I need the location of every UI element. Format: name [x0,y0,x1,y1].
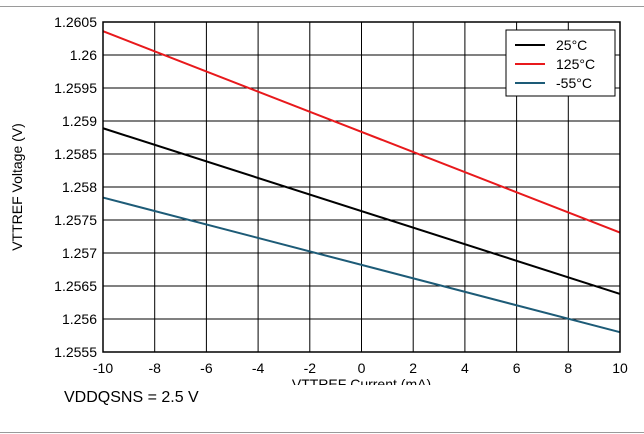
x-tick-label: 8 [564,360,572,376]
x-tick-labels: -10 -8 -6 -4 -2 0 2 4 6 8 10 [93,360,628,376]
x-tick-label: -8 [148,360,161,376]
x-axis-title: VTTREF Current (mA) [292,376,431,385]
y-axis-title: VTTREF Voltage (V) [9,123,25,251]
x-tick-label: -10 [93,360,113,376]
y-tick-label: 1.2605 [54,14,97,30]
x-tick-label: -4 [252,360,265,376]
series-line-0 [102,127,621,295]
y-tick-label: 1.258 [62,179,97,195]
top-rule [0,6,644,7]
condition-caption: VDDQSNS = 2.5 V [64,389,199,406]
x-tick-label: -6 [200,360,213,376]
y-tick-label: 1.259 [62,113,97,129]
legend-label: 125°C [556,56,595,72]
series-lines [102,30,621,334]
y-tick-label: 1.2555 [54,344,97,360]
series-line-1 [102,30,621,234]
bottom-rule [0,432,644,433]
x-tick-label: 6 [513,360,521,376]
legend-label: 25°C [556,37,587,53]
x-tick-label: 10 [612,360,628,376]
series-line-2 [102,196,621,334]
y-tick-label: 1.2575 [54,212,97,228]
x-tick-label: 0 [358,360,366,376]
y-tick-label: 1.256 [62,311,97,327]
line-chart: -10 -8 -6 -4 -2 0 2 4 6 8 10 1.25551.2561.25651.25… [9,14,628,385]
x-tick-label: 2 [409,360,417,376]
y-tick-label: 1.2565 [54,278,97,294]
y-tick-labels: 1.2555 1.256 1.2565 1.257 1.2575 1.258 1.2585 1… [54,14,97,360]
y-tick-label: 1.26 [70,47,97,63]
x-tick-label: -2 [304,360,317,376]
y-tick-label: 1.2595 [54,80,97,96]
y-tick-label: 1.257 [62,245,97,261]
x-tick-label: 4 [461,360,469,376]
y-tick-label: 1.2585 [54,146,97,162]
legend: 25°C 125°C -55°C [505,29,616,97]
legend-label: -55°C [556,75,592,91]
plot-frame [102,21,621,353]
